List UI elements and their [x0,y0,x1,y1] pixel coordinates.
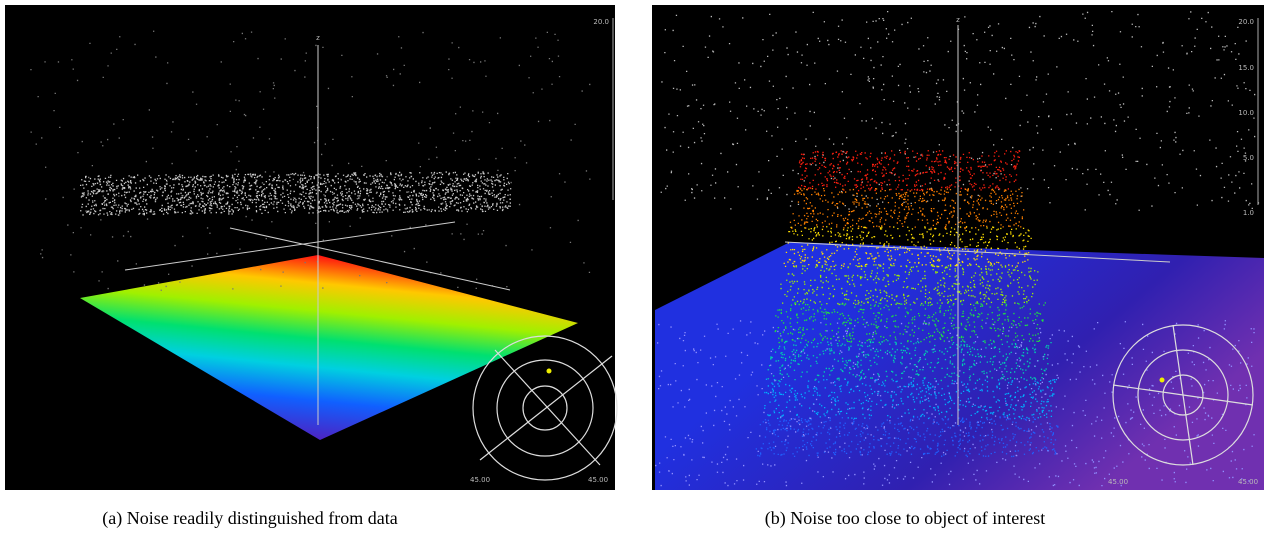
corner-label: 45.00 [1108,478,1128,486]
caption: (a) Noise readily distinguished from dat… [102,508,397,529]
radar-dot [1160,378,1165,383]
scale-label: 15.0 [1238,64,1254,72]
page: z 20.0 45.00 45.00 z 20.0 15.0 10.0 5.0 1.0 … [0,0,1268,550]
scale-label: 20.0 [1238,18,1254,26]
scale-label: 10.0 [1238,109,1254,117]
scale: 20.0 [593,18,609,26]
corner-label: 45.00 [470,476,490,484]
corner-label: 45.00 [1238,478,1258,486]
caption: (b) Noise too close to object of interes… [765,508,1045,529]
scale-label: 20.0 [593,18,609,26]
scale-label: 5.0 [1243,154,1254,162]
axis-label: z [956,16,960,24]
panel-b: z 20.0 15.0 10.0 5.0 1.0 45.00 45.00 [652,5,1264,490]
figure: z 20.0 45.00 45.00 z 20.0 15.0 10.0 5.0 1.0 … [0,0,1268,550]
corner-label: 45.00 [588,476,608,484]
scale-label: 1.0 [1243,209,1254,217]
axis-label: z [316,34,320,42]
surface [655,242,1264,490]
radar-dot [547,369,552,374]
panel-a: z 20.0 45.00 45.00 [5,5,617,490]
